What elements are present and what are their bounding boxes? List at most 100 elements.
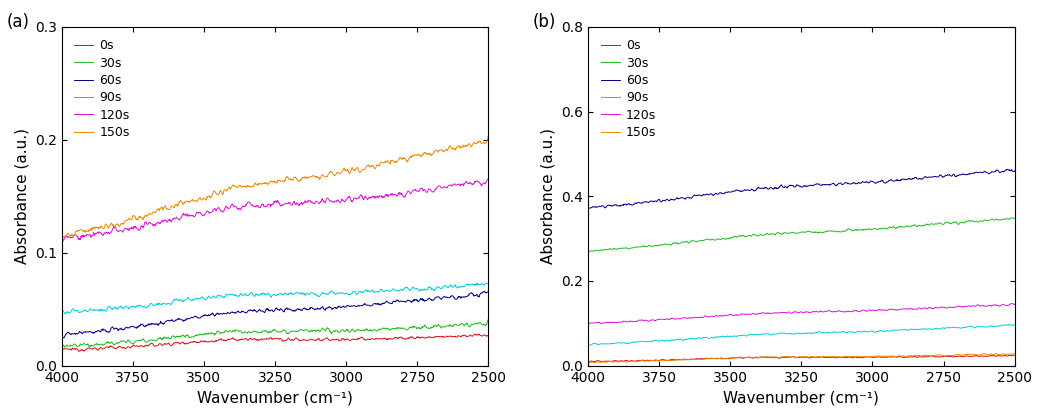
120s bbox=[303, 199, 316, 204]
90s bbox=[59, 311, 71, 316]
90s bbox=[482, 282, 495, 287]
30s bbox=[841, 227, 854, 232]
120s bbox=[906, 306, 918, 311]
90s bbox=[481, 281, 494, 286]
150s bbox=[854, 354, 866, 360]
150s bbox=[380, 160, 392, 165]
150s bbox=[906, 353, 918, 358]
120s bbox=[1005, 301, 1018, 306]
Line: 120s: 120s bbox=[588, 303, 1015, 324]
90s bbox=[327, 290, 340, 295]
120s bbox=[314, 199, 326, 204]
90s bbox=[1003, 322, 1016, 327]
60s bbox=[855, 181, 867, 186]
60s bbox=[831, 183, 843, 188]
60s bbox=[58, 335, 70, 340]
90s bbox=[841, 330, 854, 335]
Line: 120s: 120s bbox=[62, 179, 488, 243]
60s bbox=[303, 305, 316, 310]
60s bbox=[55, 332, 68, 337]
150s bbox=[327, 172, 340, 177]
X-axis label: Wavenumber (cm⁻¹): Wavenumber (cm⁻¹) bbox=[197, 390, 353, 405]
150s bbox=[829, 354, 842, 359]
Line: 60s: 60s bbox=[588, 169, 1015, 208]
Legend: 0s, 30s, 60s, 90s, 120s, 150s: 0s, 30s, 60s, 90s, 120s, 150s bbox=[594, 33, 662, 145]
120s bbox=[608, 320, 620, 325]
0s bbox=[582, 360, 594, 365]
120s bbox=[482, 176, 495, 181]
120s bbox=[1008, 302, 1021, 307]
90s bbox=[584, 343, 596, 348]
120s bbox=[949, 305, 961, 310]
150s bbox=[55, 233, 68, 238]
0s bbox=[315, 338, 327, 343]
90s bbox=[380, 288, 392, 293]
Line: 150s: 150s bbox=[62, 137, 488, 237]
0s bbox=[855, 355, 867, 360]
0s bbox=[831, 355, 843, 360]
30s bbox=[423, 326, 435, 331]
60s bbox=[1001, 167, 1014, 172]
X-axis label: Wavenumber (cm⁻¹): Wavenumber (cm⁻¹) bbox=[724, 390, 880, 405]
30s bbox=[949, 220, 961, 225]
90s bbox=[906, 327, 918, 332]
30s bbox=[1008, 216, 1021, 221]
Line: 30s: 30s bbox=[588, 218, 1015, 252]
120s bbox=[854, 309, 866, 314]
120s bbox=[423, 186, 435, 191]
150s bbox=[608, 360, 620, 365]
60s bbox=[582, 206, 594, 211]
90s bbox=[831, 330, 843, 335]
Y-axis label: Absorbance (a.u.): Absorbance (a.u.) bbox=[15, 128, 29, 264]
120s bbox=[82, 232, 94, 237]
150s bbox=[978, 351, 991, 356]
60s bbox=[950, 173, 962, 178]
0s bbox=[327, 337, 340, 342]
0s bbox=[380, 336, 392, 341]
Text: (a): (a) bbox=[6, 13, 29, 31]
60s bbox=[424, 296, 436, 301]
60s bbox=[83, 330, 95, 335]
120s bbox=[841, 309, 854, 314]
150s bbox=[1008, 352, 1021, 357]
60s bbox=[584, 206, 596, 211]
150s bbox=[303, 174, 316, 179]
30s bbox=[482, 317, 495, 322]
120s bbox=[55, 241, 68, 246]
Line: 60s: 60s bbox=[62, 291, 488, 338]
30s bbox=[829, 230, 842, 235]
60s bbox=[609, 202, 621, 207]
60s bbox=[315, 305, 327, 310]
Legend: 0s, 30s, 60s, 90s, 120s, 150s: 0s, 30s, 60s, 90s, 120s, 150s bbox=[68, 33, 136, 145]
60s bbox=[482, 289, 495, 294]
30s bbox=[379, 326, 391, 331]
0s bbox=[469, 331, 481, 336]
0s bbox=[83, 346, 95, 351]
0s bbox=[1008, 353, 1021, 358]
150s bbox=[482, 134, 495, 139]
90s bbox=[315, 292, 327, 297]
60s bbox=[906, 177, 918, 182]
60s bbox=[1008, 168, 1021, 173]
0s bbox=[424, 335, 436, 340]
30s bbox=[327, 329, 340, 334]
90s bbox=[55, 308, 68, 313]
90s bbox=[424, 285, 436, 290]
0s bbox=[55, 347, 68, 352]
Line: 150s: 150s bbox=[588, 354, 1015, 362]
Line: 90s: 90s bbox=[62, 283, 488, 314]
Line: 90s: 90s bbox=[588, 325, 1015, 345]
0s bbox=[950, 354, 962, 359]
Line: 0s: 0s bbox=[588, 355, 1015, 362]
Line: 30s: 30s bbox=[62, 320, 488, 348]
0s bbox=[583, 360, 595, 365]
30s bbox=[608, 246, 620, 251]
120s bbox=[379, 193, 391, 198]
0s bbox=[303, 337, 316, 342]
0s bbox=[906, 354, 918, 360]
30s bbox=[82, 341, 94, 346]
0s bbox=[841, 355, 854, 360]
150s bbox=[949, 353, 961, 358]
150s bbox=[841, 354, 854, 359]
30s bbox=[582, 249, 594, 254]
